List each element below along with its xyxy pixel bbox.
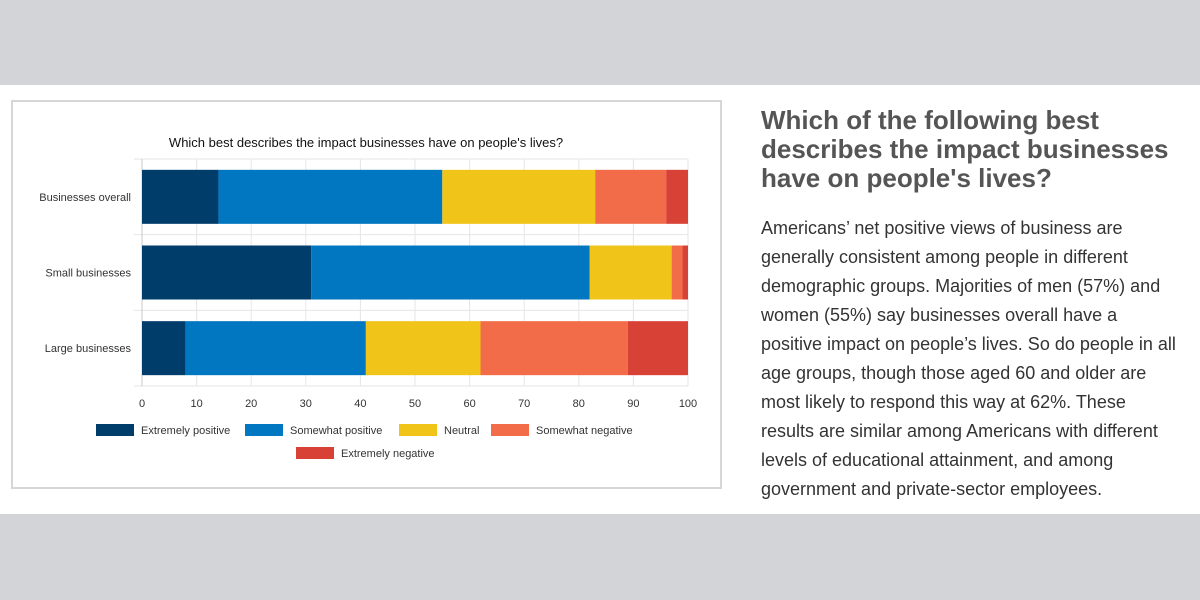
chart-card: Which best describes the impact business… <box>11 100 722 489</box>
legend-label: Extremely positive <box>141 425 230 437</box>
article: Which of the following best describes th… <box>761 106 1181 504</box>
bar-segment <box>442 169 596 224</box>
bar-segment <box>142 245 312 300</box>
x-tick-label: 60 <box>463 398 475 410</box>
x-tick-label: 70 <box>518 398 530 410</box>
legend-swatch <box>399 424 437 436</box>
bar-segment <box>589 245 672 300</box>
x-tick-label: 100 <box>679 398 697 410</box>
bar-segment <box>666 169 688 224</box>
legend-swatch <box>245 424 283 436</box>
legend-swatch <box>491 424 529 436</box>
x-tick-label: 30 <box>300 398 312 410</box>
bar-segment <box>142 169 219 224</box>
x-tick-label: 80 <box>573 398 585 410</box>
x-tick-label: 20 <box>245 398 257 410</box>
x-tick-label: 40 <box>354 398 366 410</box>
bar-segment <box>218 169 443 224</box>
bar-segment <box>480 321 628 376</box>
category-label: Small businesses <box>45 268 131 280</box>
bar-segment <box>595 169 667 224</box>
article-heading: Which of the following best describes th… <box>761 105 1169 193</box>
x-tick-label: 10 <box>190 398 202 410</box>
legend-label: Extremely negative <box>341 448 435 460</box>
legend-label: Neutral <box>444 425 479 437</box>
stacked-bar-chart: Which best describes the impact business… <box>39 135 697 460</box>
bar-segment <box>682 245 688 300</box>
x-tick-label: 0 <box>139 398 145 410</box>
x-tick-label: 90 <box>627 398 639 410</box>
legend-swatch <box>296 447 334 459</box>
legend-label: Somewhat negative <box>536 425 633 437</box>
category-label: Large businesses <box>45 343 132 355</box>
bar-segment <box>142 321 186 376</box>
x-tick-label: 50 <box>409 398 421 410</box>
bar-segment <box>365 321 481 376</box>
legend-swatch <box>96 424 134 436</box>
legend-label: Somewhat positive <box>290 425 382 437</box>
article-body: Americans’ net positive views of busines… <box>761 218 1176 499</box>
bar-segment <box>671 245 683 300</box>
bar-segment <box>311 245 590 300</box>
bar-segment <box>627 321 688 376</box>
category-label: Businesses overall <box>39 192 131 204</box>
bar-segment <box>185 321 366 376</box>
chart-title: Which best describes the impact business… <box>169 135 563 150</box>
